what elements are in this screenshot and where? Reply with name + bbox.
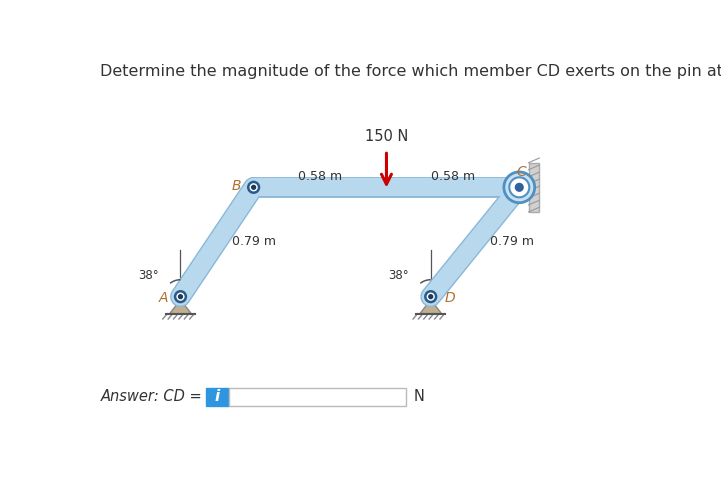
Text: 38°: 38° [389, 269, 410, 282]
Text: D: D [445, 291, 455, 305]
Text: C: C [516, 165, 526, 179]
Text: Answer: CD =: Answer: CD = [101, 389, 208, 404]
Bar [206, 387, 229, 406]
Text: i: i [215, 389, 220, 404]
Text: 0.79 m: 0.79 m [490, 236, 534, 248]
Text: A: A [159, 291, 168, 305]
Circle shape [509, 177, 529, 198]
Circle shape [252, 185, 255, 189]
Circle shape [516, 184, 523, 191]
Text: 38°: 38° [138, 269, 159, 282]
Bar [528, 163, 539, 212]
Text: 0.58 m: 0.58 m [431, 170, 475, 183]
Text: N: N [414, 389, 425, 404]
Circle shape [504, 172, 535, 203]
Text: 0.58 m: 0.58 m [298, 170, 342, 183]
Text: 0.79 m: 0.79 m [232, 236, 276, 248]
Circle shape [429, 295, 433, 298]
Text: 150 N: 150 N [365, 129, 408, 144]
Circle shape [425, 291, 436, 302]
Text: Determine the magnitude of the force which member CD exerts on the pin at C.: Determine the magnitude of the force whi… [99, 64, 721, 79]
Text: B: B [232, 179, 242, 193]
Bar [229, 387, 406, 406]
Circle shape [175, 291, 186, 302]
Polygon shape [169, 300, 191, 313]
Polygon shape [420, 300, 441, 313]
Circle shape [179, 295, 182, 298]
Circle shape [248, 182, 259, 193]
